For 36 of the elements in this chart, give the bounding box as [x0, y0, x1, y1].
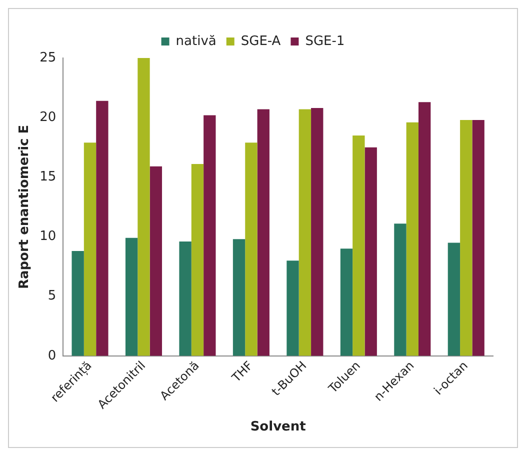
- bar: [286, 260, 299, 356]
- bar: [406, 122, 418, 356]
- bar: [257, 109, 270, 356]
- x-tick-label: THF: [228, 358, 256, 386]
- bar: [72, 251, 84, 356]
- y-tick-label: 10: [40, 229, 56, 244]
- bar: [311, 108, 324, 356]
- bar: [191, 164, 204, 356]
- legend-label: nativă: [176, 34, 216, 49]
- y-tick-label: 20: [40, 110, 56, 125]
- y-tick-label: 15: [40, 170, 56, 185]
- y-tick-label: 0: [48, 348, 56, 364]
- bar: [448, 242, 460, 356]
- bar: [138, 58, 150, 356]
- bar: [340, 248, 353, 356]
- bar: [418, 102, 431, 356]
- bar: [352, 135, 365, 356]
- legend-label: SGE-A: [240, 34, 281, 49]
- y-tick-label: 5: [48, 288, 56, 304]
- bar: [179, 242, 192, 356]
- legend-label: SGE-1: [305, 34, 345, 49]
- bar: [472, 120, 484, 356]
- bar: [232, 239, 246, 356]
- bar: [84, 142, 96, 356]
- bar: [298, 109, 312, 356]
- bar: [364, 147, 377, 356]
- bar: [150, 166, 162, 356]
- bar: [460, 120, 472, 356]
- bar: [245, 142, 258, 356]
- bar: [96, 100, 108, 356]
- bar: [204, 115, 216, 356]
- x-axis-title: Solvent: [250, 420, 306, 435]
- y-axis-title: Raport enantiomeric E: [17, 124, 32, 290]
- bar: [125, 238, 138, 356]
- y-tick-label: 25: [40, 50, 56, 66]
- bar: [394, 224, 406, 356]
